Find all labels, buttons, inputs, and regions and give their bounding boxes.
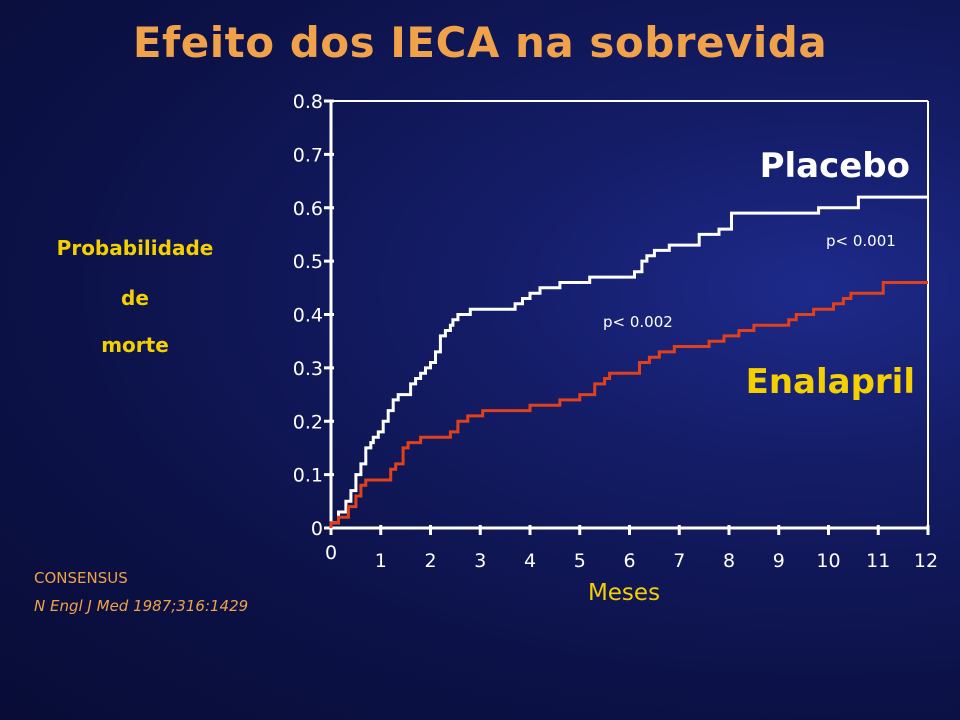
y-tick-label: 0.4 xyxy=(293,305,323,327)
y-tick-label: 0.1 xyxy=(293,465,323,487)
x-tick-label: 2 xyxy=(424,550,436,572)
x-tick-label: 12 xyxy=(914,550,938,572)
p-value-annotation-enalapril: p< 0.002 xyxy=(603,313,673,331)
x-tick-label: 10 xyxy=(816,550,840,572)
source-study-name: CONSENSUS xyxy=(34,569,128,587)
series-line-placebo xyxy=(329,195,928,528)
x-tick-label: 0 xyxy=(325,542,337,564)
x-tick-label: 1 xyxy=(375,550,387,572)
slide-title: Efeito dos IECA na sobrevida xyxy=(132,18,828,67)
y-axis-label-line-1: Probabilidade xyxy=(56,236,214,260)
x-tick-label: 9 xyxy=(773,550,785,572)
y-tick-label: 0.2 xyxy=(293,411,323,433)
x-axis-label: Meses xyxy=(588,580,660,606)
x-tick-label: 6 xyxy=(623,550,635,572)
x-tick-label: 4 xyxy=(524,550,536,572)
y-axis-label-line-3: morte xyxy=(101,333,169,357)
chart-axes: 00.10.20.30.40.50.60.70.80 1 2 3 4 5 6 7 8 9 10 11 1… xyxy=(293,91,938,572)
x-tick-label: 7 xyxy=(673,550,685,572)
y-tick-label: 0.8 xyxy=(293,91,323,113)
y-tick-label: 0.5 xyxy=(293,251,323,273)
chart-labels: Placebo Enalapril p< 0.001 p< 0.002 Mese… xyxy=(588,146,915,606)
x-tick-label: 8 xyxy=(723,550,735,572)
x-tick-label: 3 xyxy=(474,550,486,572)
y-tick-label: 0.7 xyxy=(293,144,323,166)
chart-series xyxy=(329,195,928,528)
y-tick-label: 0.6 xyxy=(293,198,323,220)
y-tick-label: 0 xyxy=(311,518,323,540)
legend-label-enalapril: Enalapril xyxy=(746,362,915,402)
series-line-enalapril xyxy=(329,281,928,528)
source-citation: N Engl J Med 1987;316:1429 xyxy=(34,597,249,615)
p-value-annotation-placebo: p< 0.001 xyxy=(826,232,896,250)
y-tick-label: 0.3 xyxy=(293,358,323,380)
x-tick-label: 5 xyxy=(574,550,586,572)
y-axis-label-line-2: de xyxy=(121,286,149,310)
x-tick-label: 11 xyxy=(866,550,890,572)
legend-label-placebo: Placebo xyxy=(760,146,910,186)
